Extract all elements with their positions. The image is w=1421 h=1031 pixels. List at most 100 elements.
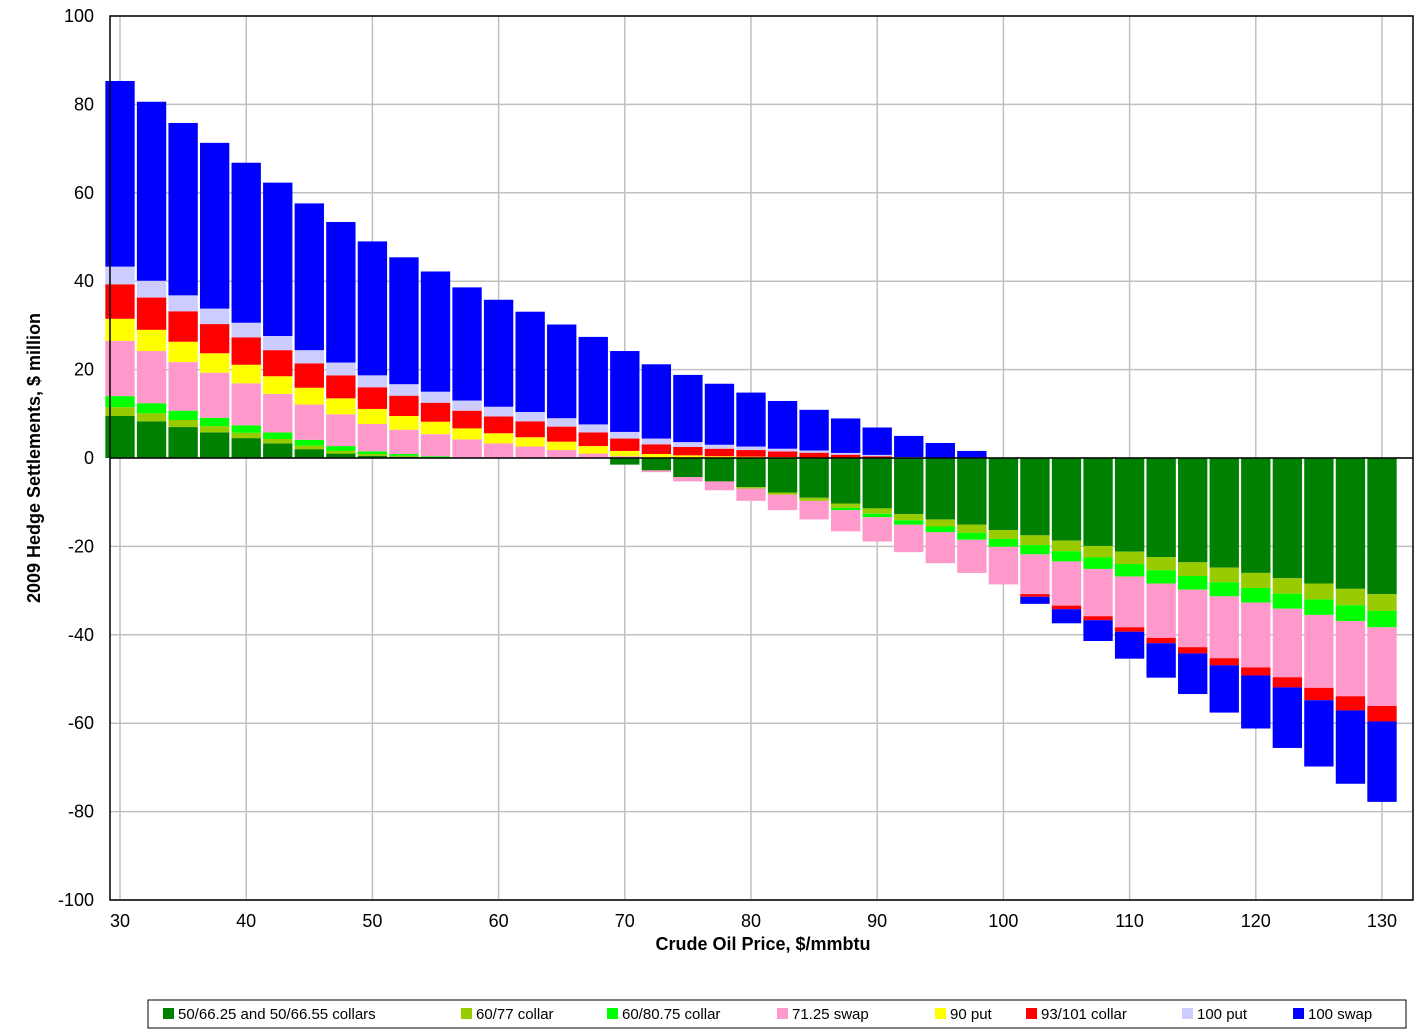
legend-label: 100 swap [1308,1006,1372,1023]
bar-segment [1272,578,1303,594]
bar-segment [925,526,955,533]
bar-segment [988,538,1019,547]
bar-segment [1051,551,1082,562]
bar-segment [610,438,640,451]
bar-segment [105,407,135,417]
y-tick-label: -40 [68,625,94,645]
bar-segment [547,426,577,442]
bar-segment [830,418,861,453]
bar-segment [1051,561,1082,606]
bar-segment [1083,458,1113,546]
bar-segment [1304,599,1334,615]
bar-segment [1272,593,1303,609]
bar-segment [1178,576,1208,590]
bar-segment [830,507,861,511]
bar-segment [578,336,608,425]
plot-frame [109,15,1414,901]
bar-segment [578,453,608,458]
bar-segment [452,287,482,401]
bar-segment [263,393,293,433]
bar-segment [231,364,261,384]
bar-segment [767,451,798,458]
bar-segment [231,438,261,458]
bar-segment [862,454,892,457]
bar-segment [357,408,388,424]
bar-segment [1209,665,1239,713]
bar-segment [862,513,892,518]
bar-segment [168,341,198,363]
bar-segment [389,257,419,385]
bar-segment [1146,583,1176,638]
bar-segment [294,439,324,446]
legend-swatch [163,1008,174,1019]
bar-segment [357,375,388,388]
x-tick-label: 130 [1367,911,1397,931]
bar-segment [1146,637,1176,644]
bar-segment [641,458,672,471]
bar-segment [1272,458,1303,579]
bar-segment [1335,588,1366,606]
bar-segment [1178,589,1208,648]
bar-segment [925,519,955,527]
bar-segment [1083,557,1113,569]
bar-segment [136,351,167,404]
bar-segment [1114,551,1145,565]
bar-segment [1304,458,1334,584]
bar-segment [357,241,388,376]
bar-segment [799,497,829,501]
bar-segment [199,426,230,433]
bar-segment [1114,627,1145,632]
bar-segment [263,350,293,377]
bar-segment [515,311,545,413]
legend-swatch [607,1008,618,1019]
bar-segment [610,458,640,465]
bar-segment [483,299,514,407]
bar-segment [294,203,324,351]
bar-segment [957,450,987,458]
bar-segment [957,539,987,573]
bar-segment [1209,567,1239,583]
bar-segment [830,454,861,458]
bar-segment [673,374,703,443]
bar-segment [1020,545,1050,555]
bar-segment [1114,631,1145,659]
bar-segment [452,410,482,429]
bar-segment [1209,458,1239,568]
bar-segment [578,446,608,454]
bar-segment [105,396,135,408]
bar-segment [1367,705,1397,722]
bar-segment [231,425,261,433]
bar-segment [1241,572,1271,588]
bar-segment [199,308,230,325]
bar-segment [894,514,924,521]
bar-segment [231,162,261,323]
bar-segment [1083,616,1113,621]
bar-segment [420,271,451,392]
bar-segment [1020,596,1050,604]
bar-segment [1241,675,1271,729]
bar-segment [1083,545,1113,558]
bar-segment [1367,458,1397,595]
bar-segment [168,295,198,312]
legend-swatch [777,1008,788,1019]
x-tick-label: 70 [615,911,635,931]
bar-segment [326,221,356,363]
x-tick-label: 120 [1241,911,1271,931]
bar-segment [767,494,798,511]
bar-segment [957,458,987,525]
bar-segment [736,392,766,447]
x-tick-label: 50 [362,911,382,931]
y-tick-label: 40 [74,271,94,291]
bar-segment [957,524,987,533]
bar-segment [168,311,198,342]
legend-label: 71.25 swap [792,1006,869,1023]
bar-segment [547,441,577,451]
x-axis-title: Crude Oil Price, $/mmbtu [655,934,870,954]
legend: 50/66.25 and 50/66.55 collars 60/77 colla… [147,999,1407,1029]
bar-segment [767,458,798,493]
y-tick-label: 100 [64,6,94,26]
x-tick-label: 30 [110,911,130,931]
x-tick-label: 90 [867,911,887,931]
bar-segment [199,142,230,309]
bar-segment [326,362,356,376]
